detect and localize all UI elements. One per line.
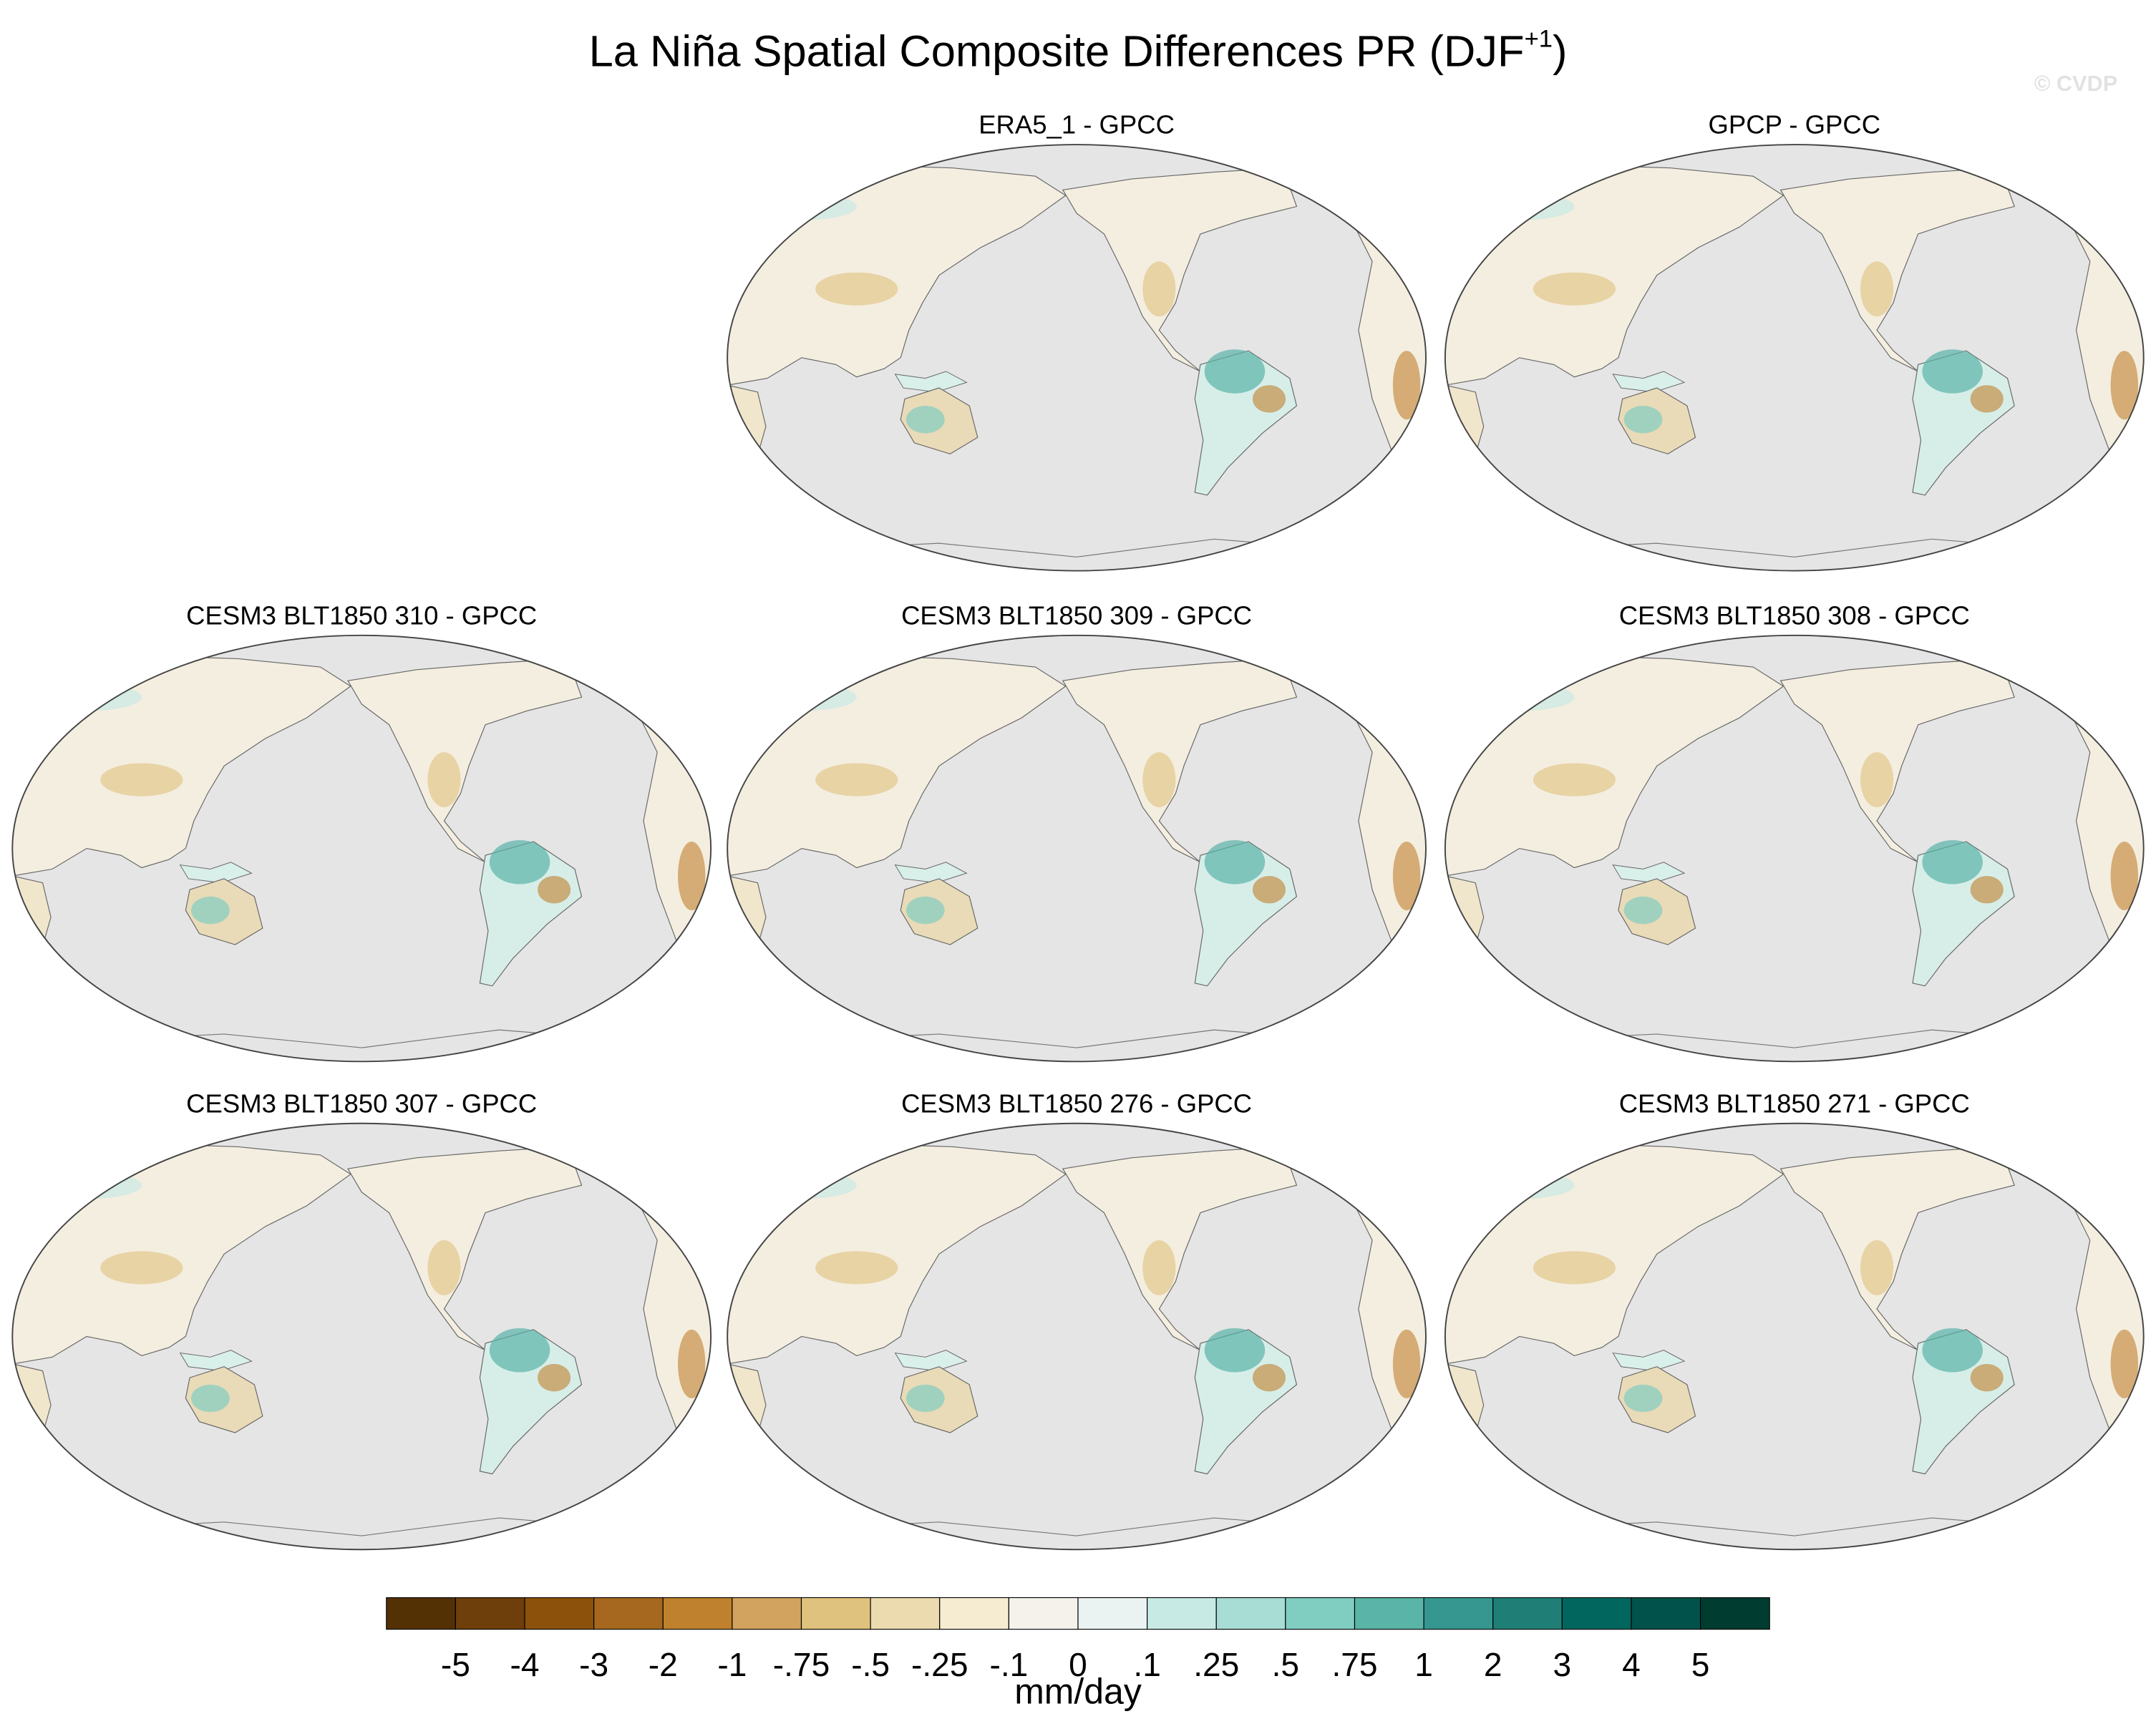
- map-panel: CESM3 BLT1850 307 - GPCC: [11, 1088, 712, 1551]
- colorbar-label: 3: [1553, 1646, 1572, 1683]
- title-superscript: +1: [1525, 26, 1553, 53]
- colorbar-box: [455, 1597, 525, 1630]
- colorbar-box: [593, 1597, 664, 1630]
- panel-title: ERA5_1 - GPCC: [979, 110, 1175, 140]
- colorbar-label: 1: [1414, 1646, 1433, 1683]
- colorbar-box: [1215, 1597, 1286, 1630]
- colorbar-box: [1423, 1597, 1494, 1630]
- colorbar-box: [1077, 1597, 1148, 1630]
- colorbar-label: 2: [1484, 1646, 1502, 1683]
- panel-title: CESM3 BLT1850 309 - GPCC: [901, 600, 1252, 630]
- panel-title: GPCP - GPCC: [1709, 110, 1881, 140]
- colorbar-label: -.75: [773, 1646, 830, 1683]
- colorbar-label: -.1: [989, 1646, 1028, 1683]
- colorbar-box: [1492, 1597, 1563, 1630]
- colorbar: -5 -4 -3 -2 -1 -.75 -.5 -.25 -.1 0 .1 .25 .5 .75 1 2 3 4 5…: [386, 1597, 1770, 1711]
- panels: ERA5_1 - GPCC GPCP - GPCC CESM3 BLT1850 31…: [11, 110, 2145, 1551]
- colorbar-box: [1354, 1597, 1424, 1630]
- colorbar-label: -2: [649, 1646, 678, 1683]
- colorbar-label: -1: [717, 1646, 747, 1683]
- colorbar-label: .5: [1272, 1646, 1299, 1683]
- map-border: [11, 634, 712, 1063]
- figure-title: La Niña Spatial Composite Differences PR…: [589, 26, 1568, 77]
- map-border: [11, 1122, 712, 1551]
- colorbar-label: 0: [1069, 1646, 1087, 1683]
- colorbar-box: [1285, 1597, 1356, 1630]
- map-panel: CESM3 BLT1850 276 - GPCC: [727, 1088, 1427, 1551]
- colorbar-box: [386, 1597, 456, 1630]
- map-panel: CESM3 BLT1850 308 - GPCC: [1444, 600, 2145, 1063]
- colorbar-label: .25: [1193, 1646, 1239, 1683]
- colorbar-label: -.25: [911, 1646, 968, 1683]
- colorbar-unit: mm/day: [1014, 1671, 1142, 1711]
- colorbar-box: [800, 1597, 871, 1630]
- colorbar-label: -3: [579, 1646, 608, 1683]
- colorbar-box: [1561, 1597, 1632, 1630]
- colorbar-box: [732, 1597, 802, 1630]
- colorbar-label: -.5: [851, 1646, 890, 1683]
- panel-title: CESM3 BLT1850 307 - GPCC: [186, 1088, 537, 1118]
- colorbar-box: [1147, 1597, 1217, 1630]
- colorbar-label: -5: [441, 1646, 470, 1683]
- panel-title: CESM3 BLT1850 271 - GPCC: [1619, 1088, 1970, 1118]
- watermark: © CVDP: [2034, 71, 2118, 96]
- panel-title: CESM3 BLT1850 310 - GPCC: [186, 600, 537, 630]
- colorbar-box: [662, 1597, 733, 1630]
- map-border: [1444, 144, 2145, 572]
- map-panel: CESM3 BLT1850 309 - GPCC: [727, 600, 1427, 1063]
- map-border: [727, 634, 1427, 1063]
- colorbar-box: [1008, 1597, 1079, 1630]
- colorbar-label: .75: [1331, 1646, 1377, 1683]
- map-panel: GPCP - GPCC: [1444, 110, 2145, 572]
- map-border: [1444, 634, 2145, 1063]
- panel-title: CESM3 BLT1850 308 - GPCC: [1619, 600, 1970, 630]
- map-panel: CESM3 BLT1850 310 - GPCC: [11, 600, 712, 1063]
- panel-title: CESM3 BLT1850 276 - GPCC: [901, 1088, 1252, 1118]
- map-panel: CESM3 BLT1850 271 - GPCC: [1444, 1088, 2145, 1551]
- colorbar-box: [939, 1597, 1009, 1630]
- map-border: [727, 1122, 1427, 1551]
- colorbar-label: 5: [1691, 1646, 1710, 1683]
- colorbar-label: .1: [1133, 1646, 1160, 1683]
- colorbar-box: [1700, 1597, 1770, 1630]
- title-close: ): [1553, 27, 1567, 77]
- map-panel: ERA5_1 - GPCC: [727, 110, 1427, 572]
- colorbar-box: [870, 1597, 941, 1630]
- colorbar-box: [524, 1597, 595, 1630]
- colorbar-box: [1631, 1597, 1701, 1630]
- title-text: La Niña Spatial Composite Differences PR…: [589, 27, 1525, 77]
- colorbar-label: 4: [1622, 1646, 1641, 1683]
- map-border: [727, 144, 1427, 572]
- colorbar-label: -4: [510, 1646, 540, 1683]
- map-border: [1444, 1122, 2145, 1551]
